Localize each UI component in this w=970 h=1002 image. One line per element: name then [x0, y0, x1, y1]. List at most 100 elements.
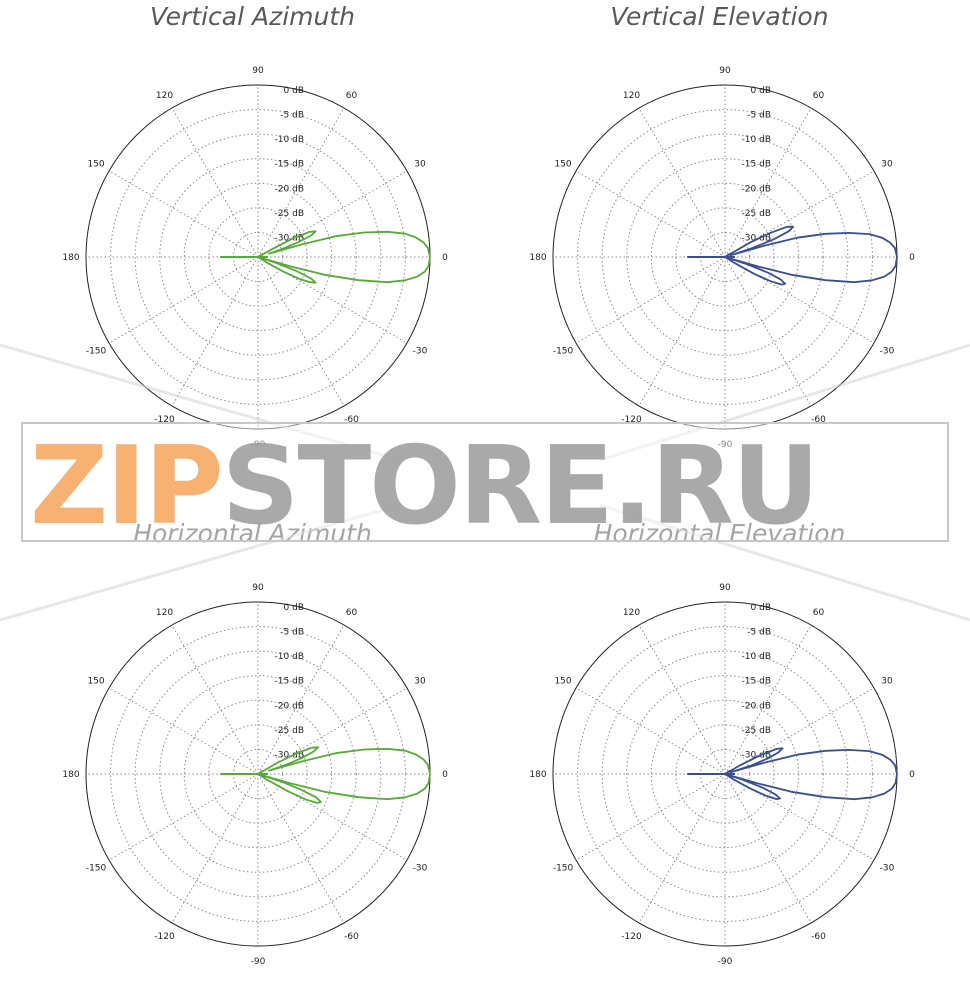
radial-tick-label: 0 dB: [751, 603, 771, 613]
angle-tick-label: 60: [346, 91, 358, 101]
grid-spoke: [257, 107, 345, 258]
radial-tick-label: -5 dB: [280, 111, 304, 121]
angle-tick-label: 60: [346, 608, 358, 618]
grid-spoke: [724, 107, 812, 258]
grid-spoke: [724, 624, 812, 775]
grid-spoke: [171, 773, 259, 924]
polar-chart-horizontal-elevation: Horizontal Elevation 0 30 60 90 120 150 180 -15…: [477, 517, 962, 1002]
grid-spoke: [638, 107, 726, 258]
grid-spoke: [108, 170, 259, 258]
radial-tick-label: -20 dB: [275, 184, 304, 194]
angle-tick-label: -90: [251, 440, 266, 450]
angle-tick-label: -90: [718, 957, 733, 967]
radial-tick-label: -10 dB: [275, 135, 304, 145]
grid-spoke: [724, 256, 812, 407]
angle-tick-label: 0: [442, 770, 448, 780]
angle-tick-label: -90: [251, 957, 266, 967]
radial-tick-label: -10 dB: [275, 652, 304, 662]
radial-tick-label: -20 dB: [742, 701, 771, 711]
angle-tick-label: 180: [529, 253, 546, 263]
grid-spoke: [108, 773, 259, 861]
angle-tick-label: 30: [881, 160, 893, 170]
angle-tick-label: 30: [881, 677, 893, 687]
radial-tick-label: -30 dB: [275, 233, 304, 243]
grid-circle: [134, 650, 382, 898]
polar-plot: 0 30 60 90 120 150 180 -150 -120 -90 -60 -30 0 dB -5 …: [62, 66, 448, 450]
grid-spoke: [575, 170, 726, 258]
angle-tick-label: 120: [156, 608, 173, 618]
radial-tick-label: -25 dB: [275, 726, 304, 736]
grid-circle: [159, 158, 357, 356]
grid-spoke: [575, 773, 726, 861]
angle-tick-label: 150: [87, 160, 104, 170]
polar-chart-vertical-elevation: Vertical Elevation 0 30 60 90 120 150 180 -150 -…: [477, 0, 962, 485]
angle-tick-label: 180: [62, 770, 79, 780]
grid-circle: [159, 675, 357, 873]
angle-tick-label: -60: [811, 415, 826, 425]
angle-tick-label: -30: [413, 347, 428, 357]
angle-tick-label: 0: [909, 253, 915, 263]
angle-tick-label: 60: [813, 608, 825, 618]
angle-tick-label: -30: [880, 347, 895, 357]
angle-tick-label: 0: [442, 253, 448, 263]
grid-spoke: [108, 256, 259, 344]
angle-tick-label: 180: [62, 253, 79, 263]
grid-circle: [110, 626, 406, 922]
angle-tick-label: 30: [414, 677, 426, 687]
grid-circle: [626, 675, 824, 873]
radial-tick-label: 0 dB: [284, 603, 304, 613]
angle-tick-label: -60: [344, 415, 359, 425]
angle-tick-label: 0: [909, 770, 915, 780]
radial-tick-label: -25 dB: [275, 209, 304, 219]
radial-tick-label: -5 dB: [280, 628, 304, 638]
grid-circle: [183, 699, 333, 849]
angle-tick-label: -150: [86, 347, 107, 357]
polar-chart-vertical-azimuth: Vertical Azimuth 0 30 60 90 120 150 180 -150 -12…: [10, 0, 495, 485]
angle-tick-label: -150: [553, 347, 574, 357]
grid-circle: [650, 182, 800, 332]
angle-tick-label: -30: [413, 864, 428, 874]
angle-tick-label: 150: [554, 677, 571, 687]
angle-tick-label: 30: [414, 160, 426, 170]
radial-tick-label: -5 dB: [747, 628, 771, 638]
angle-tick-label: 150: [87, 677, 104, 687]
grid-spoke: [575, 256, 726, 344]
grid-circle: [183, 182, 333, 332]
grid-spoke: [724, 773, 812, 924]
radial-tick-label: -25 dB: [742, 726, 771, 736]
grid-spoke: [257, 256, 345, 407]
radial-tick-label: 0 dB: [284, 86, 304, 96]
angle-tick-label: 120: [156, 91, 173, 101]
grid-circle: [110, 109, 406, 405]
radial-tick-label: -15 dB: [275, 677, 304, 687]
angle-tick-label: 90: [252, 583, 264, 593]
grid-spoke: [638, 624, 726, 775]
grid-spoke: [575, 687, 726, 775]
grid-spoke: [638, 773, 726, 924]
angle-tick-label: -60: [344, 932, 359, 942]
chart-title: Vertical Elevation: [610, 2, 829, 31]
chart-title: Vertical Azimuth: [149, 2, 356, 31]
radial-tick-label: -5 dB: [747, 111, 771, 121]
angle-tick-label: 90: [719, 583, 731, 593]
angle-tick-label: -90: [718, 440, 733, 450]
radial-tick-label: -10 dB: [742, 135, 771, 145]
angle-tick-label: -120: [621, 932, 642, 942]
angle-tick-label: 180: [529, 770, 546, 780]
angle-tick-label: 90: [719, 66, 731, 76]
grid-spoke: [171, 256, 259, 407]
angle-tick-label: 60: [813, 91, 825, 101]
grid-spoke: [257, 773, 345, 924]
polar-plot: 0 30 60 90 120 150 180 -150 -120 -90 -60 -30 0 dB -5 …: [529, 66, 915, 450]
grid-spoke: [171, 624, 259, 775]
radial-tick-label: -15 dB: [742, 677, 771, 687]
grid-spoke: [257, 624, 345, 775]
grid-circle: [577, 109, 873, 405]
radial-tick-label: -30 dB: [742, 233, 771, 243]
polar-plot: 0 30 60 90 120 150 180 -150 -120 -90 -60 -30 0 dB -5 …: [62, 583, 448, 967]
angle-tick-label: 120: [623, 91, 640, 101]
grid-circle: [650, 699, 800, 849]
grid-circle: [626, 158, 824, 356]
grid-spoke: [171, 107, 259, 258]
angle-tick-label: 120: [623, 608, 640, 618]
